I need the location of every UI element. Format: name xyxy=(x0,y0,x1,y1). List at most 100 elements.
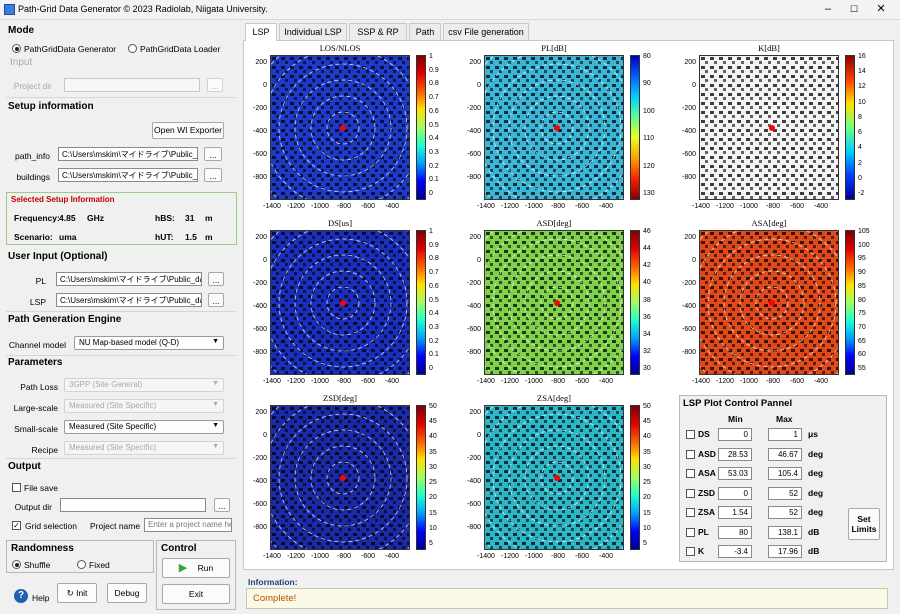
project-name-field[interactable]: Enter a project name he xyxy=(144,518,232,532)
lsp-row-unit: deg xyxy=(808,507,824,517)
y-tick: 200 xyxy=(684,234,696,241)
x-tick: -400 xyxy=(813,203,828,210)
scenario-label: Scenario: xyxy=(14,232,53,242)
colorbar-tick: 0 xyxy=(429,365,433,372)
debug-button[interactable]: Debug xyxy=(107,583,147,603)
colorbar-tick: 2 xyxy=(858,159,862,167)
help-icon[interactable]: ? xyxy=(14,589,28,603)
shuffle-radio[interactable] xyxy=(12,560,21,569)
fixed-radio[interactable] xyxy=(77,560,86,569)
frequency-unit: GHz xyxy=(87,213,104,223)
x-tick: -400 xyxy=(598,553,613,560)
mode-loader-radio[interactable] xyxy=(128,44,137,53)
path-info-field[interactable]: C:\Users\mskim\マイドライブ\Public_c xyxy=(58,147,198,161)
maximize-button[interactable]: ☐ xyxy=(849,4,859,14)
lsp-pl-max-field[interactable]: 138.1 xyxy=(768,525,802,539)
pl-browse-button[interactable]: ... xyxy=(208,272,224,286)
buildings-browse-button[interactable]: ... xyxy=(204,168,222,182)
colorbar xyxy=(630,55,640,200)
x-tick: -800 xyxy=(765,203,780,210)
lsp-field[interactable]: C:\Users\mskim\マイドライブ\Public_da xyxy=(56,293,202,307)
run-button[interactable]: ▶ Run xyxy=(162,558,230,578)
x-tick: -800 xyxy=(765,378,780,385)
init-button[interactable]: ↻ Init xyxy=(57,583,97,603)
large-scale-select[interactable]: Measured (Site Specific) ▼ xyxy=(64,399,224,413)
lsp-asa-checkbox[interactable] xyxy=(686,469,695,478)
output-dir-field[interactable] xyxy=(60,498,206,512)
lsp-zsd-min-field[interactable]: 0 xyxy=(718,486,752,500)
lsp-zsa-max-field[interactable]: 52 xyxy=(768,506,802,519)
lsp-asd-min-field[interactable]: 28.53 xyxy=(718,447,752,461)
lsp-pl-min-field[interactable]: 80 xyxy=(718,525,752,539)
frequency-value: 4.85 xyxy=(59,213,76,223)
colorbar-tick: 20 xyxy=(429,494,437,502)
lsp-zsd-max-field[interactable]: 52 xyxy=(768,486,802,500)
lsp-browse-button[interactable]: ... xyxy=(208,293,224,307)
lsp-asd-max-field[interactable]: 46.67 xyxy=(768,447,802,461)
mode-generator-radio[interactable] xyxy=(12,44,21,53)
plot-title: DS[us] xyxy=(327,218,353,228)
lsp-k-min-field[interactable]: -3.4 xyxy=(718,545,752,558)
close-button[interactable]: ✕ xyxy=(876,3,886,15)
lsp-pl-checkbox[interactable] xyxy=(686,527,695,537)
colorbar-tick: 10 xyxy=(429,524,437,532)
colorbar-tick: 0.7 xyxy=(429,269,439,277)
output-dir-browse-button[interactable]: ... xyxy=(214,498,230,512)
recipe-select[interactable]: Measured (Site Specific) ▼ xyxy=(64,441,224,455)
lsp-zsa-checkbox[interactable] xyxy=(686,508,695,517)
open-wi-exporter-button[interactable]: Open WI Exporter xyxy=(152,122,224,139)
tab-individual-lsp[interactable]: Individual LSP xyxy=(279,23,347,40)
y-tick: -200 xyxy=(252,105,267,112)
y-tick: -600 xyxy=(681,326,696,333)
y-tick: 200 xyxy=(255,59,267,66)
engine-title: Path Generation Engine xyxy=(8,314,122,325)
x-tick: -1400 xyxy=(263,203,281,210)
lsp-ds-max-field[interactable]: 1 xyxy=(768,428,802,441)
channel-model-select[interactable]: NU Map-based model (Q-D) ▼ xyxy=(74,336,224,350)
chevron-down-icon: ▼ xyxy=(212,380,219,387)
lsp-asa-max-field[interactable]: 105.4 xyxy=(768,467,802,480)
lsp-zsa-min-field[interactable]: 1.54 xyxy=(718,506,752,519)
lsp-zsd-checkbox[interactable] xyxy=(686,488,695,498)
grid-selection-checkbox[interactable]: ✓ xyxy=(12,521,21,530)
buildings-field[interactable]: C:\Users\mskim\マイドライブ\Public_c xyxy=(58,168,198,182)
colorbar-tick: 16 xyxy=(858,53,866,60)
lsp-k-max-field[interactable]: 17.96 xyxy=(768,545,802,558)
colorbar-tick: 0.4 xyxy=(429,135,439,143)
lsp-asd-checkbox[interactable] xyxy=(686,449,695,459)
tab-csv-file-generation[interactable]: csv File generation xyxy=(443,23,529,40)
project-dir-field[interactable] xyxy=(64,78,200,92)
colorbar-tick: 55 xyxy=(858,365,866,372)
y-tick: 200 xyxy=(469,234,481,241)
small-scale-select[interactable]: Measured (Site Specific) ▼ xyxy=(64,420,224,434)
lsp-k-checkbox[interactable] xyxy=(686,547,695,556)
heatmap-image xyxy=(484,230,624,375)
set-limits-button[interactable]: Set Limits xyxy=(848,508,880,540)
path-loss-select[interactable]: 3GPP (Site General) ▼ xyxy=(64,378,224,392)
path-info-browse-button[interactable]: ... xyxy=(204,147,222,161)
tab-ssp-rp[interactable]: SSP & RP xyxy=(349,23,407,40)
y-tick: -600 xyxy=(466,151,481,158)
lsp-asa-min-field[interactable]: 53.03 xyxy=(718,467,752,480)
small-scale-value: Measured (Site Specific) xyxy=(69,422,157,431)
colorbar xyxy=(630,405,640,550)
file-save-checkbox[interactable] xyxy=(12,483,21,492)
exit-button[interactable]: Exit xyxy=(162,584,230,604)
colorbar-tick: 1 xyxy=(429,53,433,60)
tab-path[interactable]: Path xyxy=(409,23,441,40)
minimize-button[interactable]: – xyxy=(824,3,832,15)
x-tick: -1200 xyxy=(501,378,519,385)
x-tick: -600 xyxy=(574,378,589,385)
colorbar-tick: 0.3 xyxy=(429,148,439,156)
colorbar-tick: 0.1 xyxy=(429,176,439,184)
user-input-title: User Input (Optional) xyxy=(8,251,108,262)
pl-field[interactable]: C:\Users\mskim\マイドライブ\Public_da xyxy=(56,272,202,286)
x-tick: -800 xyxy=(336,553,351,560)
tab-lsp[interactable]: LSP xyxy=(245,23,277,41)
x-tick: -1400 xyxy=(263,553,281,560)
lsp-ds-checkbox[interactable] xyxy=(686,430,695,439)
colorbar-tick: 20 xyxy=(643,494,651,502)
lsp-ds-min-field[interactable]: 0 xyxy=(718,428,752,441)
project-dir-browse-button[interactable]: ... xyxy=(207,78,223,92)
colorbar-tick: 120 xyxy=(643,162,655,170)
